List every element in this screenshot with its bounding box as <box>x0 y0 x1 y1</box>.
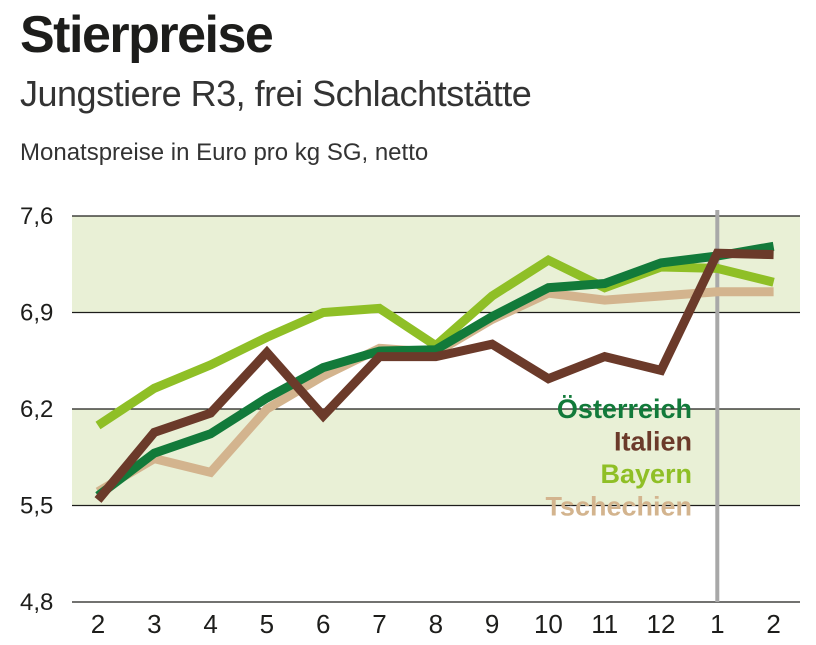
legend-item: Bayern <box>600 459 692 489</box>
x-tick-label: 8 <box>429 609 443 639</box>
y-tick-label: 7,6 <box>20 203 53 230</box>
legend-item: Tschechien <box>545 492 692 522</box>
legend-item: Österreich <box>557 394 692 424</box>
x-tick-label: 2 <box>91 609 105 639</box>
series-lines <box>94 241 775 503</box>
chart-title: Stierpreise <box>20 6 274 64</box>
x-tick-label: 5 <box>260 609 274 639</box>
series-line-italien <box>94 248 774 503</box>
y-axis-ticks: 4,8 5,5 6,2 6,9 7,6 <box>20 203 53 616</box>
units-label: Monatspreise in Euro pro kg SG, netto <box>20 139 429 166</box>
x-tick-label: 10 <box>534 609 563 639</box>
x-axis-ticks: 2 3 4 5 6 7 8 9 10 11 12 1 2 <box>91 609 781 639</box>
chart-subtitle: Jungstiere R3, frei Schlachtstätte <box>20 73 532 114</box>
y-tick-label: 6,9 <box>20 300 53 327</box>
x-tick-label: 12 <box>647 609 676 639</box>
x-tick-label: 7 <box>372 609 386 639</box>
y-tick-label: 6,2 <box>20 396 53 423</box>
x-tick-label: 6 <box>316 609 330 639</box>
y-tick-label: 5,5 <box>20 493 53 520</box>
band-0 <box>72 409 800 506</box>
series-line-oesterreich <box>95 241 775 500</box>
y-tick-label: 4,8 <box>20 589 53 616</box>
x-tick-label: 3 <box>147 609 161 639</box>
x-tick-label: 9 <box>485 609 499 639</box>
x-tick-label: 1 <box>710 609 724 639</box>
x-tick-label: 11 <box>591 609 618 639</box>
gridlines <box>72 215 800 603</box>
x-tick-label: 2 <box>766 609 780 639</box>
x-tick-label: 4 <box>203 609 217 639</box>
legend-item: Italien <box>614 427 692 457</box>
